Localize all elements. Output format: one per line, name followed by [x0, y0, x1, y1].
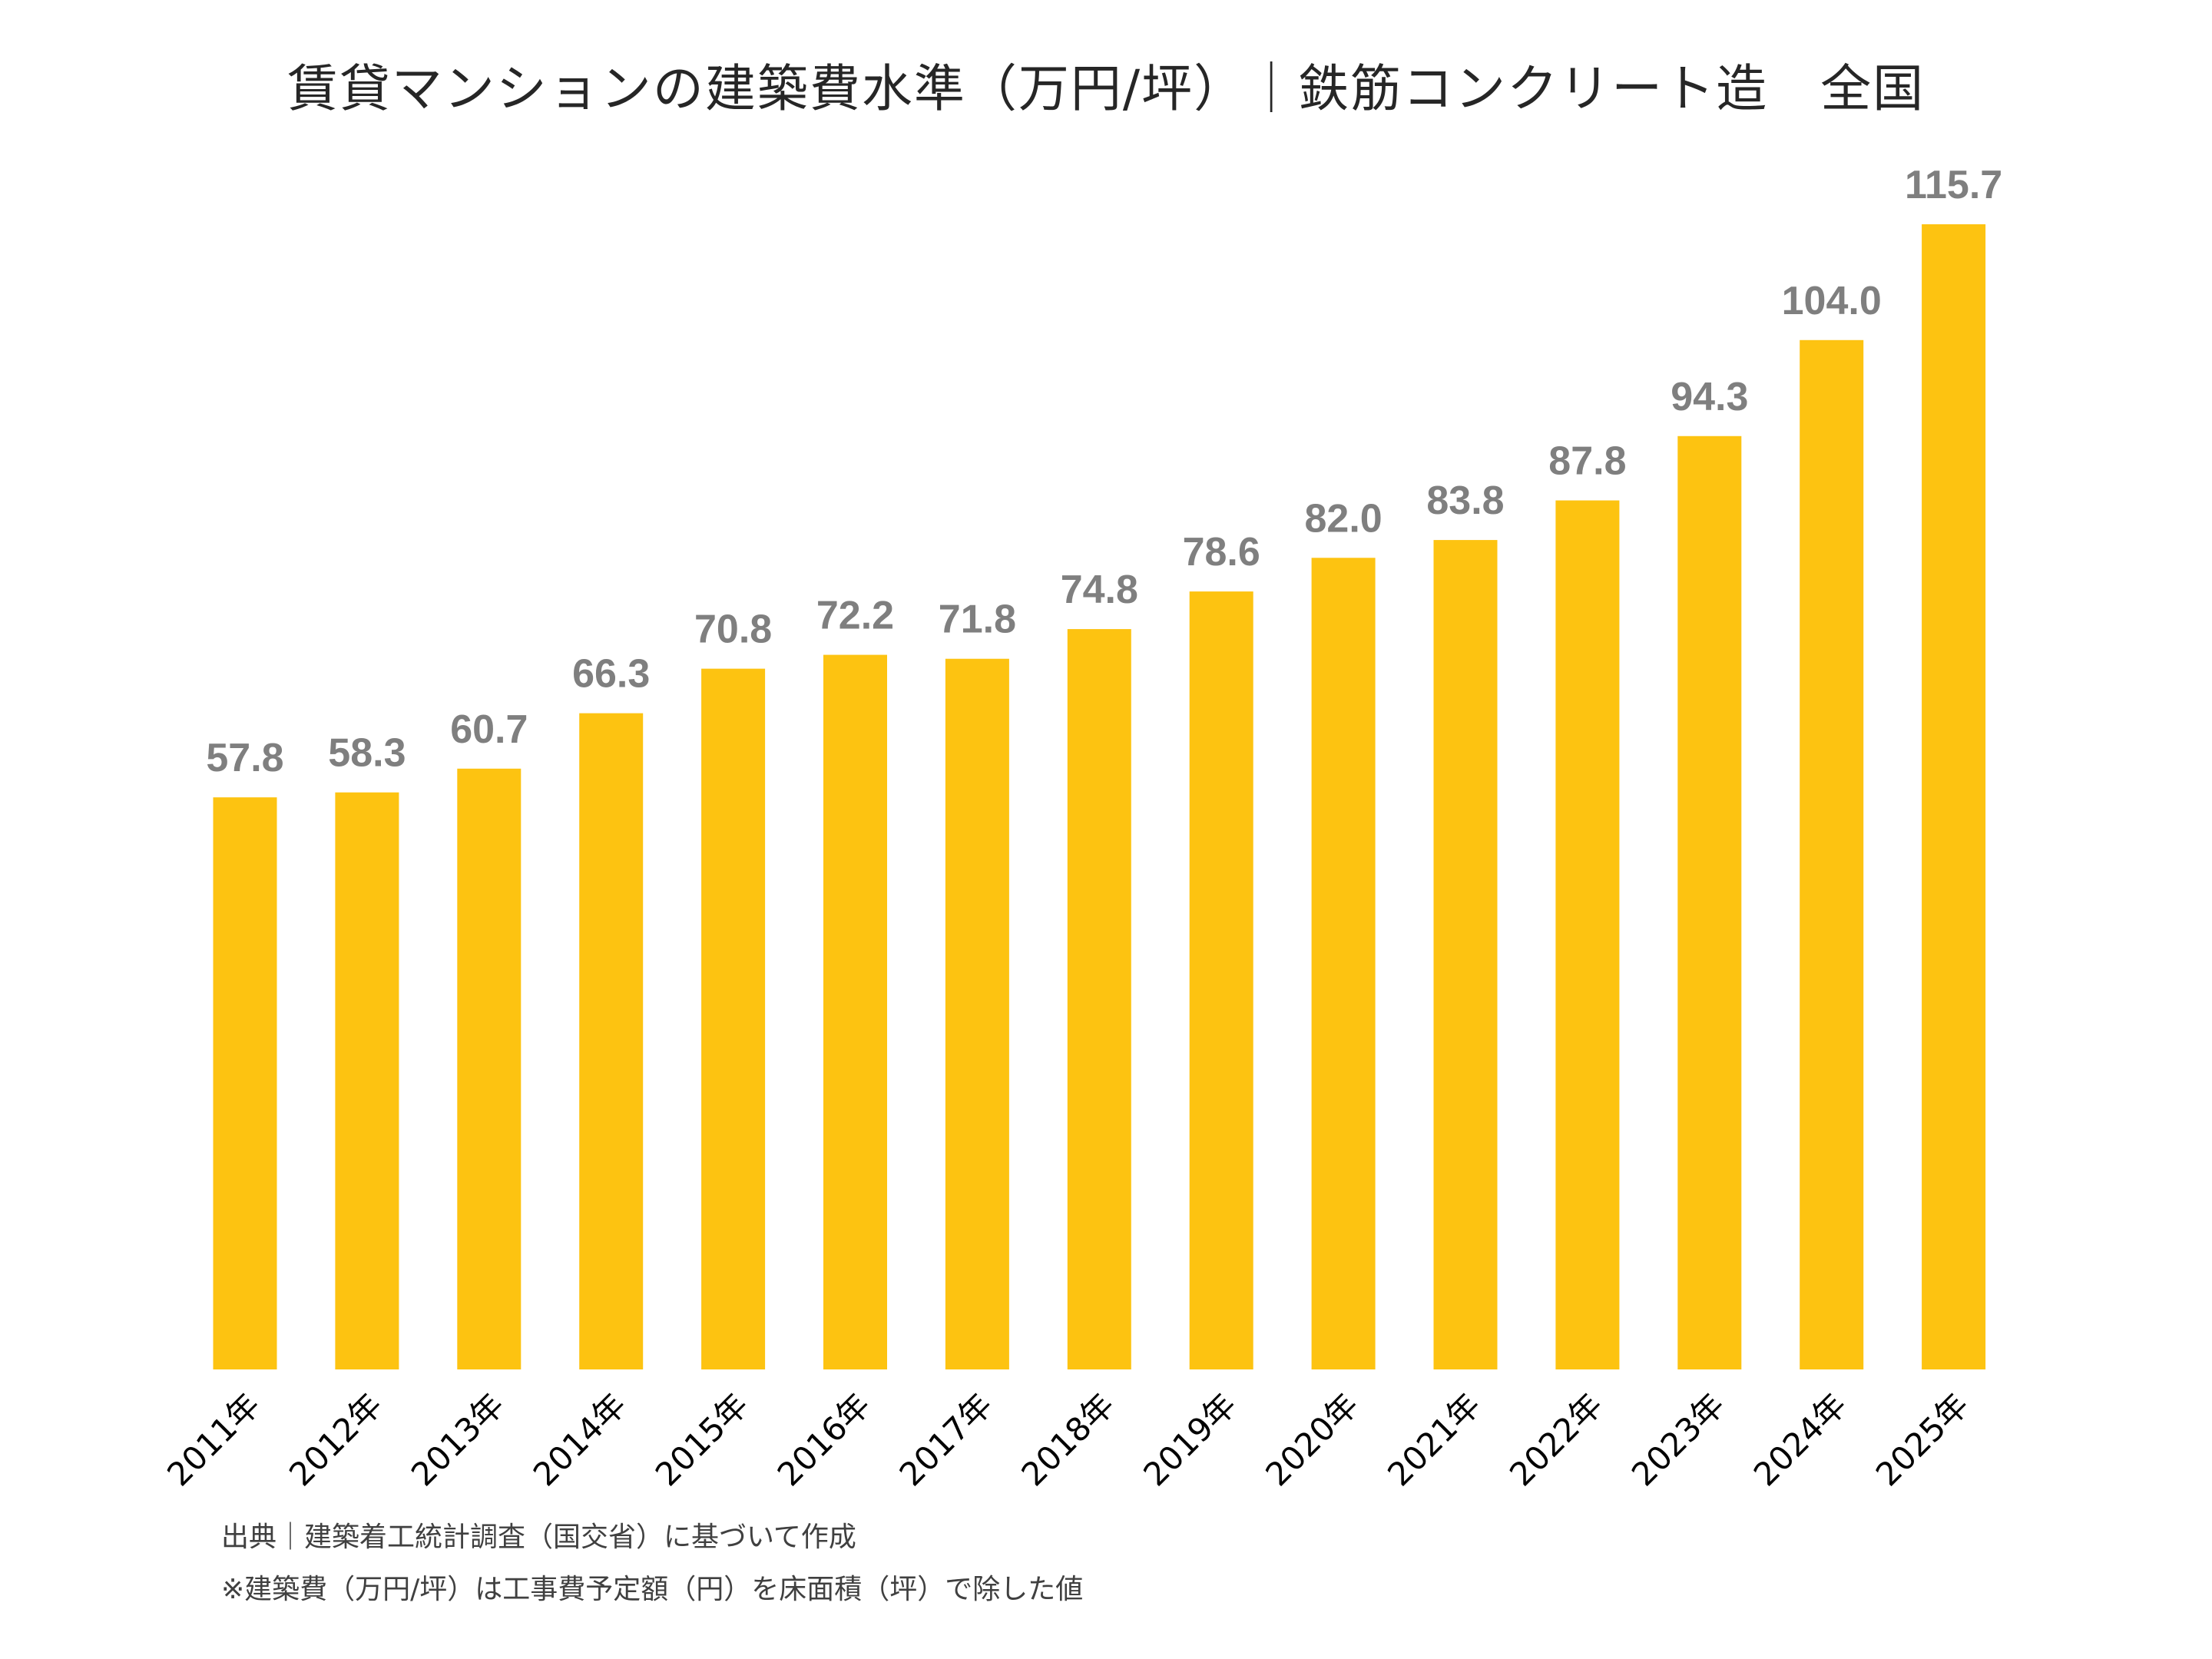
bar-2019年	[1189, 591, 1253, 1369]
x-tick-label: 2023年	[1624, 1386, 1732, 1493]
x-tick-label: 2013年	[404, 1386, 512, 1493]
data-label: 94.3	[1671, 375, 1748, 419]
bar-2016年	[823, 654, 887, 1369]
x-tick-label: 2024年	[1747, 1386, 1854, 1493]
bar-2025年	[1922, 224, 1986, 1369]
x-tick-label: 2016年	[770, 1386, 878, 1493]
data-label: 115.7	[1905, 163, 2002, 207]
bar-2013年	[457, 768, 522, 1369]
bar-2011年	[213, 797, 277, 1369]
definition-note: ※建築費（万円/坪）は工事費予定額（円）を床面積（坪）で除した値	[221, 1574, 1084, 1605]
x-tick-label: 2020年	[1258, 1386, 1366, 1493]
x-tick-label: 2022年	[1502, 1386, 1610, 1493]
data-label: 83.8	[1426, 478, 1504, 523]
bar-2021年	[1433, 540, 1498, 1369]
bar-2020年	[1311, 558, 1376, 1369]
source-note: 出典｜建築着工統計調査（国交省）に基づいて作成	[221, 1522, 856, 1553]
data-label: 71.8	[939, 598, 1016, 642]
x-tick-label: 2018年	[1014, 1386, 1121, 1493]
data-label: 70.8	[694, 608, 772, 652]
x-tick-label: 2025年	[1869, 1386, 1976, 1493]
x-tick-label: 2011年	[160, 1386, 267, 1493]
data-label: 74.8	[1061, 568, 1138, 612]
data-label: 104.0	[1782, 279, 1882, 323]
bar-2018年	[1067, 629, 1131, 1369]
x-tick-label: 2015年	[648, 1386, 756, 1493]
data-label: 78.6	[1183, 530, 1260, 575]
bar-2024年	[1800, 339, 1864, 1369]
x-tick-label: 2017年	[892, 1386, 1000, 1493]
data-label: 82.0	[1304, 496, 1382, 541]
data-label: 72.2	[816, 594, 894, 638]
data-label: 87.8	[1548, 439, 1626, 484]
bar-2023年	[1677, 435, 1742, 1369]
data-label: 60.7	[450, 707, 528, 752]
x-tick-label: 2019年	[1136, 1386, 1243, 1493]
x-tick-label: 2012年	[282, 1386, 389, 1493]
bar-2012年	[335, 792, 399, 1369]
x-tick-label: 2021年	[1380, 1386, 1488, 1493]
data-label: 66.3	[572, 652, 650, 697]
data-label: 57.8	[206, 736, 283, 780]
bar-2017年	[945, 658, 1009, 1369]
bar-2022年	[1555, 500, 1620, 1370]
bar-2015年	[701, 668, 766, 1369]
bar-2014年	[579, 713, 644, 1369]
chart-title: 賃貸マンションの建築費水準（万円/坪）｜鉄筋コンクリート造 全国	[286, 59, 1926, 118]
x-tick-label: 2014年	[526, 1386, 634, 1493]
data-label: 58.3	[328, 731, 406, 776]
